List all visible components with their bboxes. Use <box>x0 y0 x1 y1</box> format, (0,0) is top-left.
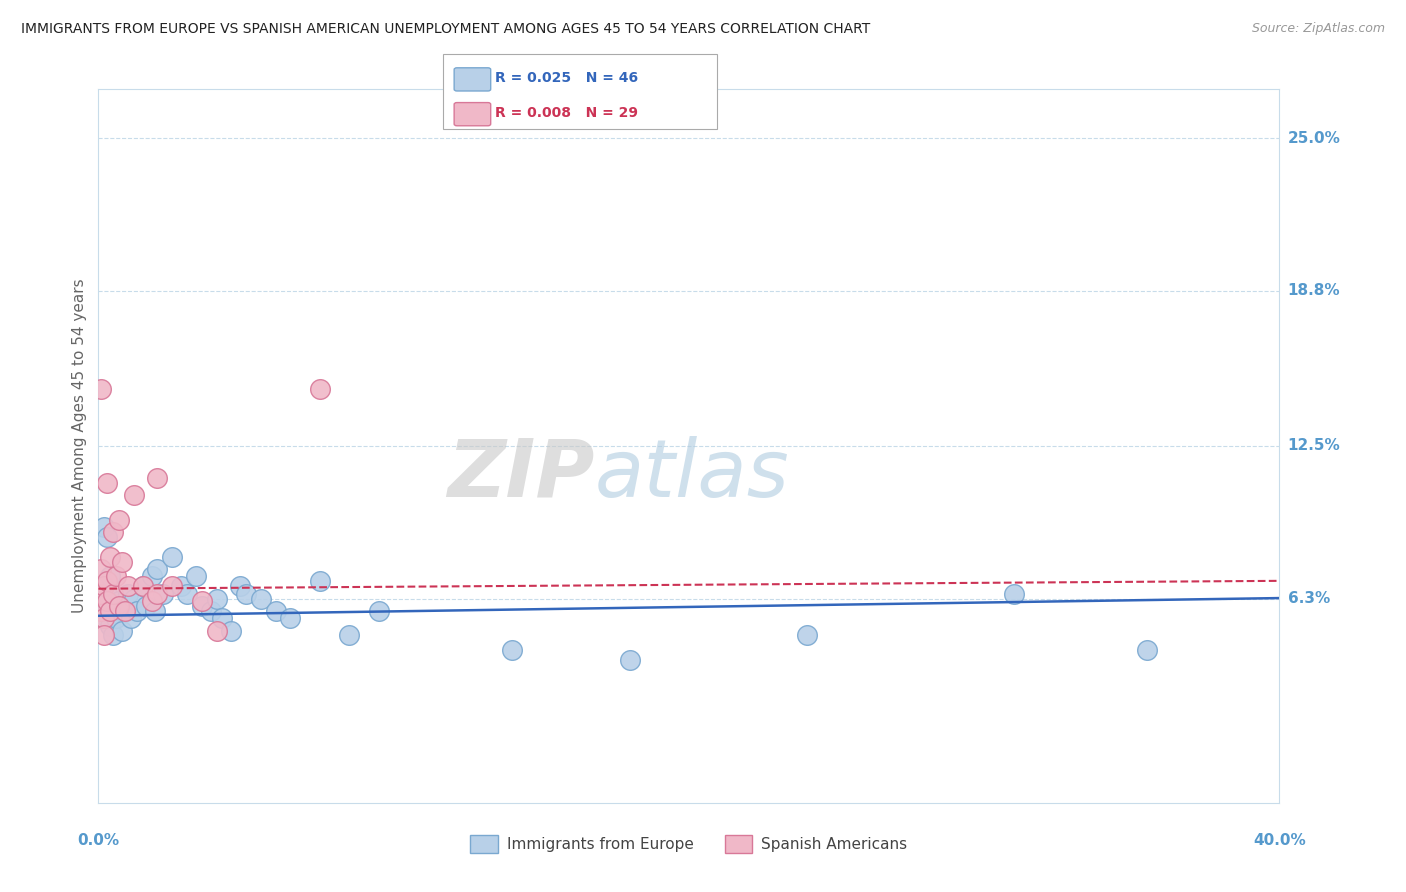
Point <box>96 475 118 490</box>
Point <box>103 525 125 540</box>
Point <box>146 471 169 485</box>
Point <box>162 579 183 593</box>
Point <box>90 604 112 618</box>
Text: ZIP: ZIP <box>447 435 595 514</box>
Point <box>114 604 136 618</box>
Legend: Immigrants from Europe, Spanish Americans: Immigrants from Europe, Spanish American… <box>464 829 914 859</box>
Point <box>135 599 157 613</box>
Point <box>191 599 214 613</box>
Point <box>200 604 222 618</box>
Point <box>105 611 128 625</box>
Point <box>98 549 121 564</box>
Point <box>191 594 214 608</box>
Point <box>501 643 523 657</box>
Point <box>108 594 131 608</box>
Point <box>93 611 115 625</box>
Point <box>114 604 136 618</box>
Point <box>146 562 169 576</box>
Point <box>184 569 207 583</box>
Point <box>93 628 115 642</box>
Point <box>235 587 257 601</box>
Point <box>93 611 115 625</box>
Point <box>339 628 361 642</box>
Point <box>90 599 112 613</box>
Point <box>103 628 125 642</box>
Point <box>132 579 155 593</box>
Text: R = 0.025   N = 46: R = 0.025 N = 46 <box>495 71 638 86</box>
Point <box>146 587 169 601</box>
Point <box>1136 643 1159 657</box>
Point <box>1002 587 1025 601</box>
Point <box>211 611 233 625</box>
Point <box>309 383 332 397</box>
Point <box>796 628 818 642</box>
Point <box>368 604 391 618</box>
Point <box>205 591 228 606</box>
Text: Source: ZipAtlas.com: Source: ZipAtlas.com <box>1251 22 1385 36</box>
Point <box>309 574 332 589</box>
Point <box>120 611 142 625</box>
Point <box>132 579 155 593</box>
Text: 6.3%: 6.3% <box>1288 591 1330 606</box>
Point <box>143 604 166 618</box>
Point <box>96 604 118 618</box>
Point <box>96 574 118 589</box>
Point <box>152 587 174 601</box>
Text: 25.0%: 25.0% <box>1288 131 1341 146</box>
Point <box>105 569 128 583</box>
Point <box>229 579 252 593</box>
Point <box>141 569 163 583</box>
Text: 12.5%: 12.5% <box>1288 439 1340 453</box>
Point <box>221 624 243 638</box>
Point <box>162 549 183 564</box>
Point <box>98 618 121 632</box>
Text: 0.0%: 0.0% <box>77 833 120 848</box>
Point <box>108 513 131 527</box>
Point <box>96 587 118 601</box>
Point <box>122 488 145 502</box>
Point <box>98 569 121 583</box>
Text: 40.0%: 40.0% <box>1253 833 1306 848</box>
Point <box>250 591 273 606</box>
Point <box>117 587 139 601</box>
Point <box>170 579 193 593</box>
Point <box>103 587 125 601</box>
Text: 18.8%: 18.8% <box>1288 284 1340 299</box>
Point <box>98 604 121 618</box>
Text: IMMIGRANTS FROM EUROPE VS SPANISH AMERICAN UNEMPLOYMENT AMONG AGES 45 TO 54 YEAR: IMMIGRANTS FROM EUROPE VS SPANISH AMERIC… <box>21 22 870 37</box>
Text: R = 0.008   N = 29: R = 0.008 N = 29 <box>495 106 638 120</box>
Point <box>141 594 163 608</box>
Point <box>90 383 112 397</box>
Point <box>96 594 118 608</box>
Point <box>90 562 112 576</box>
Point <box>93 579 115 593</box>
Point <box>90 587 112 601</box>
Text: atlas: atlas <box>595 435 789 514</box>
Point <box>125 604 148 618</box>
Y-axis label: Unemployment Among Ages 45 to 54 years: Unemployment Among Ages 45 to 54 years <box>72 278 87 614</box>
Point <box>108 599 131 613</box>
Point <box>117 579 139 593</box>
Point <box>93 520 115 534</box>
Point <box>264 604 287 618</box>
Point <box>205 624 228 638</box>
Point <box>280 611 302 625</box>
Point <box>176 587 198 601</box>
Point <box>96 530 118 544</box>
Point <box>619 653 641 667</box>
Point <box>111 624 134 638</box>
Point <box>122 591 145 606</box>
Point <box>111 555 134 569</box>
